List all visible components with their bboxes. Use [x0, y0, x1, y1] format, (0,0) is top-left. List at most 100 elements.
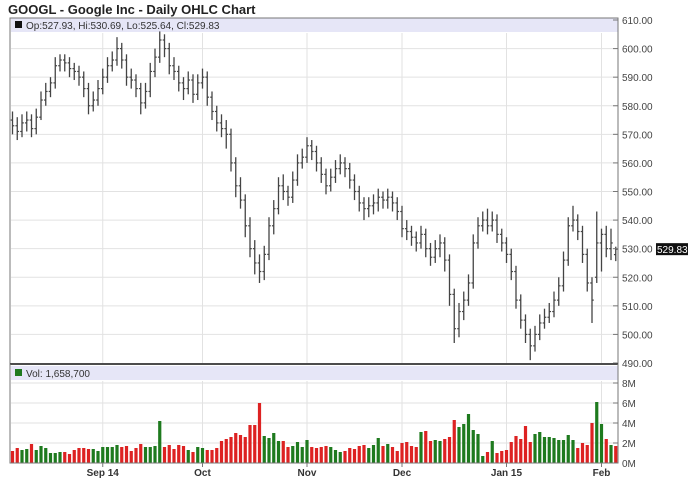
volume-bar [447, 437, 452, 463]
price-tick-label: 600.00 [622, 45, 653, 56]
volume-bar [172, 449, 176, 463]
ohlc-bars [10, 31, 618, 361]
volume-bar [219, 441, 224, 463]
volume-bar [305, 440, 309, 463]
ohlc-bar [585, 248, 590, 292]
volume-bar [357, 446, 361, 463]
volume-bar [124, 446, 129, 463]
volume-bar [599, 424, 604, 463]
volume-bar [509, 442, 513, 463]
volume-bar [552, 438, 556, 463]
volume-bar [367, 448, 371, 463]
ohlc-bar [352, 174, 357, 201]
ohlc-bar [281, 174, 286, 201]
volume-bar [10, 451, 15, 463]
price-tick-label: 500.00 [622, 330, 653, 341]
ohlc-bar [219, 114, 224, 138]
ohlc-bar [561, 251, 566, 292]
last-price-marker [656, 243, 688, 256]
volume-bar [257, 403, 262, 463]
ohlc-bar [518, 294, 523, 329]
ohlc-bar [276, 177, 281, 215]
price-legend-band [11, 18, 618, 32]
ohlc-bar [347, 162, 352, 189]
ohlc-bar [537, 314, 542, 341]
volume-bar [272, 433, 276, 463]
volume-bar [424, 431, 428, 463]
volume-bar [528, 442, 532, 463]
volume-bar [110, 447, 114, 463]
volume-bar [409, 446, 414, 463]
volume-bar [58, 452, 62, 463]
volume-bar [419, 432, 423, 463]
price-tick-label: 540.00 [622, 216, 653, 227]
volume-bar [476, 434, 480, 463]
volume-bar [82, 448, 86, 463]
volume-bar [248, 425, 252, 463]
ohlc-bar [428, 242, 433, 266]
ohlc-bar [271, 200, 276, 235]
ohlc-bar [471, 234, 476, 289]
ohlc-bar [238, 177, 243, 209]
ohlc-bar [309, 140, 314, 161]
ohlc-bar [324, 168, 328, 195]
volume-bar [96, 451, 100, 463]
ohlc-bar [514, 265, 518, 309]
volume-bar [20, 450, 24, 463]
ohlc-bar [305, 137, 309, 163]
ohlc-bar [547, 302, 552, 323]
volume-bar [276, 441, 281, 463]
price-tick-label: 570.00 [622, 130, 653, 141]
ohlc-bar [571, 205, 575, 232]
volume-bar [362, 445, 366, 463]
ohlc-bar [390, 191, 395, 212]
x-tick-label: Jan 15 [491, 468, 523, 479]
ohlc-bar [609, 228, 613, 261]
ohlc-bar [124, 54, 129, 86]
volume-bar [181, 446, 186, 463]
ohlc-bar [91, 91, 96, 112]
volume-bar [267, 438, 271, 463]
price-tick-label: 530.00 [622, 245, 653, 256]
volume-bar [457, 427, 461, 463]
volume-bar [576, 448, 580, 463]
volume-bar [177, 445, 181, 463]
x-tick-label: Feb [593, 468, 611, 479]
ohlc-bar [580, 225, 585, 263]
price-tick-label: 590.00 [622, 73, 653, 84]
volume-tick-label: 4M [622, 419, 636, 430]
ohlc-bar [224, 120, 229, 149]
volume-bar [471, 430, 475, 463]
volume-bar [86, 449, 91, 463]
ohlc-bar [400, 205, 404, 238]
volume-bar [343, 451, 347, 463]
volume-tick-label: 6M [622, 399, 636, 410]
ohlc-bar [53, 57, 58, 89]
volume-bar [319, 447, 323, 463]
volume-bar [348, 448, 352, 463]
ohlc-bar [138, 82, 143, 115]
ohlc-bar [267, 217, 271, 261]
volume-tick-label: 2M [622, 439, 636, 450]
volume-bar [101, 447, 105, 463]
volume-bar [566, 435, 570, 463]
volume-bar [153, 446, 157, 463]
ohlc-bar [110, 51, 115, 72]
ohlc-bar [533, 325, 537, 352]
ohlc-bar [604, 225, 609, 258]
volume-bar [571, 440, 575, 463]
volume-bar [167, 445, 171, 463]
ohlc-bar [499, 228, 504, 252]
ohlc-bar [442, 237, 447, 272]
ohlc-bar [229, 128, 233, 172]
ohlc-bar [34, 108, 39, 135]
volume-bar [286, 447, 290, 463]
ohlc-bar [252, 240, 257, 275]
ohlc-bar [419, 225, 423, 249]
ohlc-bar [362, 197, 366, 221]
volume-bar [595, 402, 599, 463]
volume-bar [72, 450, 76, 463]
ohlc-bar [15, 117, 20, 141]
ohlc-bar [43, 82, 48, 106]
price-tick-label: 550.00 [622, 188, 653, 199]
